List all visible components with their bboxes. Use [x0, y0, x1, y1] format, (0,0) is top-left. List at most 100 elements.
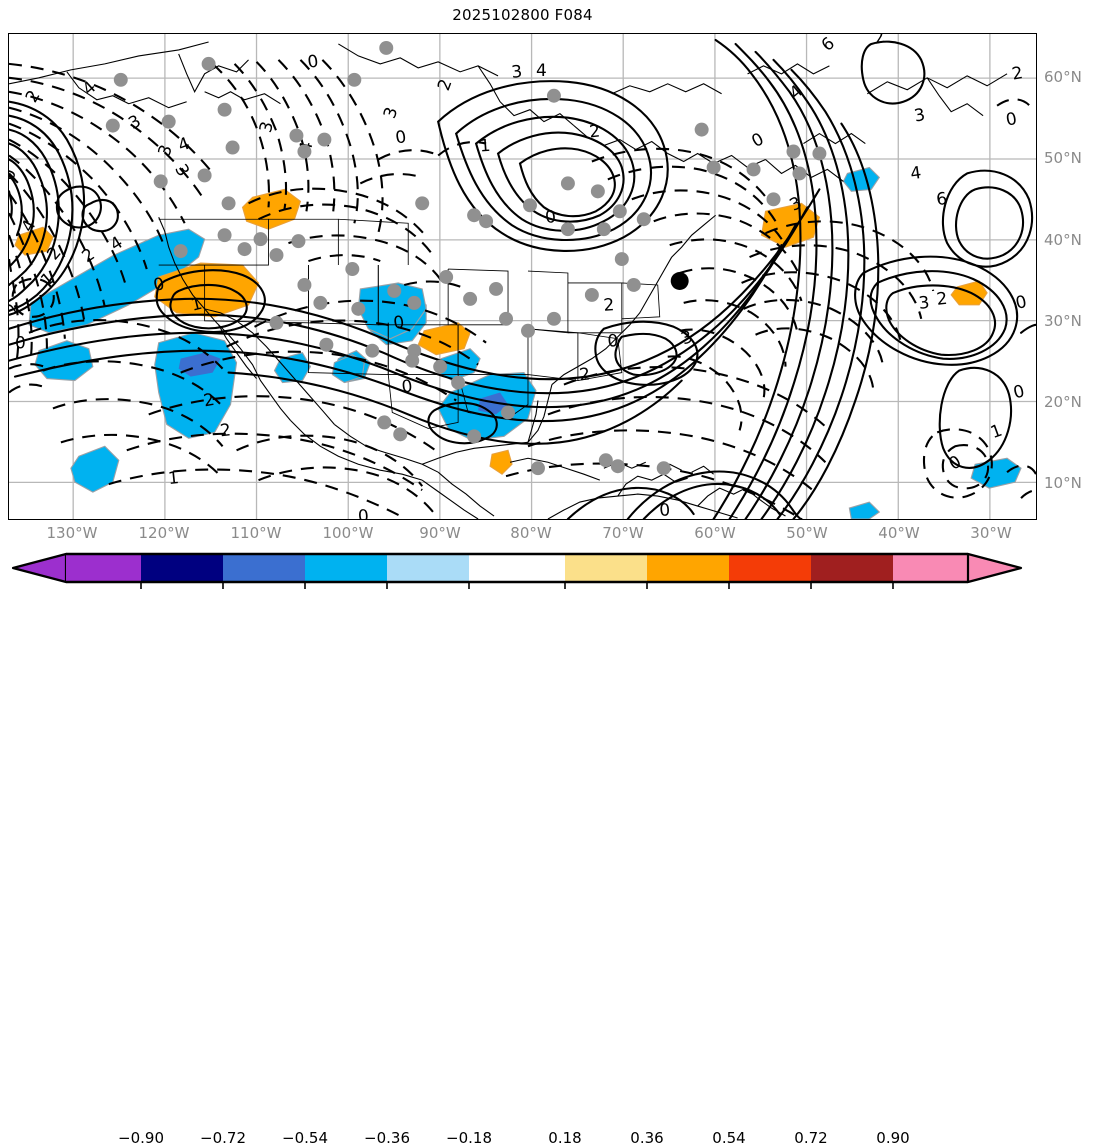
station-dot — [522, 198, 537, 213]
svg-text:2: 2 — [78, 244, 98, 267]
station-markers[interactable] — [105, 40, 827, 476]
shade-negative — [848, 501, 881, 519]
colorbar-cell — [893, 554, 968, 582]
station-dot — [351, 301, 366, 316]
station-dot — [217, 228, 232, 243]
svg-text:3: 3 — [678, 326, 695, 348]
colorbar-tick-label: 0.18 — [548, 1129, 582, 1147]
contour-labels: 0 2 4 3 4 3 4 2 1 2 4 2 0 0 1 2 2 — [9, 34, 1028, 519]
svg-text:2: 2 — [9, 301, 23, 315]
lon-tick-130W: 130°W — [46, 524, 98, 542]
svg-text:1: 1 — [189, 293, 204, 315]
svg-text:0: 0 — [1004, 108, 1018, 130]
svg-text:0: 0 — [1014, 291, 1029, 313]
station-dot — [173, 244, 188, 259]
station-dot — [253, 232, 268, 247]
colorbar-canvas — [11, 552, 1023, 589]
station-dot — [269, 248, 284, 263]
map-canvas: 0 2 4 3 4 3 4 2 1 2 4 2 0 0 1 2 2 — [9, 34, 1036, 519]
shade-negative — [70, 445, 120, 493]
lon-tick-70W: 70°W — [602, 524, 644, 542]
svg-text:3: 3 — [255, 119, 277, 134]
svg-text:2: 2 — [872, 34, 887, 48]
station-dot — [499, 311, 514, 326]
colorbar-cell — [811, 554, 893, 582]
svg-text:0: 0 — [1011, 380, 1026, 402]
svg-text:3: 3 — [912, 104, 926, 126]
shade-positive — [417, 322, 471, 356]
colorbar-cell — [469, 554, 565, 582]
svg-text:3: 3 — [125, 110, 144, 133]
station-dot — [530, 461, 545, 476]
station-dot — [596, 222, 611, 237]
svg-text:0: 0 — [392, 311, 405, 332]
colorbar-cell — [729, 554, 811, 582]
station-dot — [405, 353, 420, 368]
colorbar: −0.90 −0.72 −0.54 −0.36 −0.18 0.18 0.36 … — [0, 551, 1105, 1147]
colorbar-tick-label: −0.72 — [200, 1129, 246, 1147]
station-dot — [217, 102, 232, 117]
lat-tick-50N: 50°N — [1044, 149, 1082, 167]
svg-text:4: 4 — [175, 133, 192, 155]
svg-text:2: 2 — [603, 294, 615, 315]
colorbar-cell — [565, 554, 647, 582]
lon-tick-90W: 90°W — [419, 524, 461, 542]
station-dot — [439, 270, 454, 284]
station-dot — [319, 337, 334, 352]
colorbar-cell — [141, 554, 223, 582]
station-dot — [297, 144, 312, 159]
colorbar-over-arrow — [966, 552, 1023, 584]
svg-text:1: 1 — [479, 135, 491, 156]
station-dot — [379, 40, 394, 55]
svg-text:0: 0 — [607, 330, 619, 351]
colorbar-under-arrow — [11, 552, 68, 584]
station-dot — [560, 176, 575, 191]
lat-tick-10N: 10°N — [1044, 474, 1082, 492]
colorbar-cell — [647, 554, 729, 582]
svg-text:0: 0 — [151, 273, 166, 295]
station-dot — [291, 234, 306, 249]
colorbar-cell — [387, 554, 469, 582]
colorbar-cell — [223, 554, 305, 582]
shade-negative — [842, 166, 881, 192]
station-dot-highlighted[interactable] — [670, 272, 689, 290]
svg-text:2: 2 — [588, 121, 601, 142]
station-dot — [636, 212, 651, 227]
svg-text:0: 0 — [9, 167, 20, 183]
station-dot — [393, 427, 408, 442]
map-panel[interactable]: 0 2 4 3 4 3 4 2 1 2 4 2 0 0 1 2 2 — [8, 33, 1037, 520]
colorbar-tick-label: −0.36 — [364, 1129, 410, 1147]
station-dot — [612, 204, 627, 219]
colorbar-cell — [305, 554, 387, 582]
svg-text:1: 1 — [37, 268, 58, 290]
station-dot — [451, 375, 466, 390]
station-dot — [746, 162, 761, 177]
station-dot — [590, 184, 605, 199]
station-dot — [345, 262, 360, 277]
colorbar-tick-label: 0.54 — [712, 1129, 746, 1147]
lon-tick-80W: 80°W — [510, 524, 552, 542]
svg-text:0: 0 — [748, 128, 767, 151]
svg-text:3: 3 — [171, 160, 194, 179]
svg-text:2: 2 — [578, 364, 591, 385]
station-dot — [467, 208, 482, 223]
lon-tick-110W: 110°W — [230, 524, 282, 542]
svg-text:1: 1 — [167, 467, 180, 488]
station-dot — [269, 315, 284, 330]
lat-tick-40N: 40°N — [1044, 231, 1082, 249]
svg-text:0: 0 — [544, 206, 557, 227]
shade-positive — [489, 449, 513, 475]
station-dot — [161, 114, 176, 129]
station-dot — [467, 429, 482, 444]
station-dot — [694, 122, 709, 137]
station-dot — [377, 415, 392, 430]
station-dot — [347, 72, 362, 87]
shade-negative — [970, 457, 1022, 489]
svg-text:0: 0 — [401, 376, 414, 397]
station-dot — [792, 166, 807, 181]
station-dot — [766, 192, 781, 207]
station-dot — [610, 459, 625, 474]
station-dot — [584, 287, 599, 302]
svg-text:3: 3 — [510, 61, 523, 82]
station-dot — [489, 281, 504, 296]
